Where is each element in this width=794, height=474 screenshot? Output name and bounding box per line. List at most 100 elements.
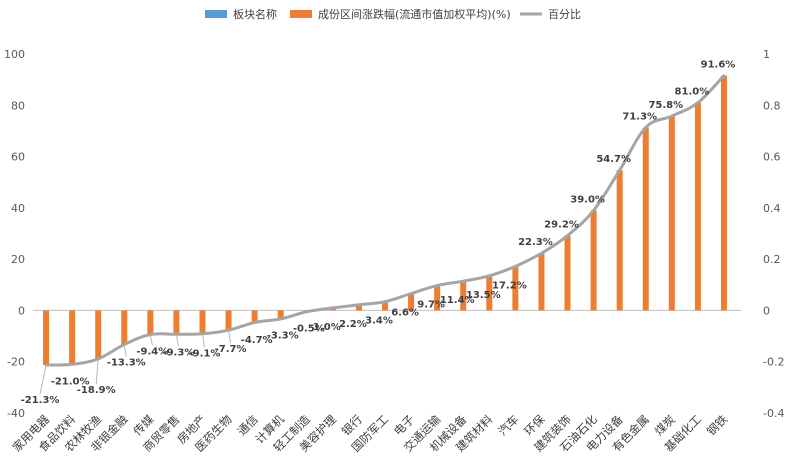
data-label-传媒: -9.4% xyxy=(136,346,168,357)
label-leader-line xyxy=(149,334,153,346)
y-left-tick-label: -40 xyxy=(7,407,25,420)
data-label-房地产: -9.1% xyxy=(189,349,221,360)
category-label: 钢铁 xyxy=(704,412,731,439)
category-label: 汽车 xyxy=(495,412,521,438)
bars xyxy=(43,75,727,366)
data-label-建筑材料: 13.5% xyxy=(466,290,501,301)
percent-point-钢铁 xyxy=(722,74,726,77)
percent-point-美容护理 xyxy=(331,306,335,310)
data-label-建筑装饰: 29.2% xyxy=(544,220,579,231)
bar-机械设备 xyxy=(460,281,467,311)
y-right-tick-label: 0.4 xyxy=(763,202,781,215)
percent-point-建筑装饰 xyxy=(566,234,569,237)
bar-建筑材料 xyxy=(486,275,493,311)
data-label-电力设备: 54.7% xyxy=(596,154,631,165)
percent-point-建筑材料 xyxy=(488,274,491,278)
data-label-石油石化: 39.0% xyxy=(570,194,605,205)
percent-point-机械设备 xyxy=(462,279,465,283)
percent-point-石油石化 xyxy=(592,209,595,212)
bar-基础化工 xyxy=(694,102,701,311)
y-left-tick-label: -20 xyxy=(7,356,25,369)
bar-农林牧渔 xyxy=(95,310,102,359)
legend-label: 板块名称 xyxy=(233,7,277,21)
label-leader-line xyxy=(228,330,231,343)
bar-有色金属 xyxy=(642,127,649,311)
label-leader-line xyxy=(39,364,47,395)
y-left-tick-label: 60 xyxy=(11,151,25,164)
data-labels: -21.3%-21.0%-18.9%-13.3%-9.4%-9.3%-9.1%-… xyxy=(21,60,736,407)
data-label-机械设备: 11.4% xyxy=(440,295,475,306)
label-leader-line xyxy=(123,344,127,357)
percent-point-有色金属 xyxy=(644,126,647,129)
y-left-tick-label: 20 xyxy=(11,253,25,266)
data-label-家用电器: -21.3% xyxy=(21,395,60,406)
data-label-钢铁: 91.6% xyxy=(701,60,736,71)
data-label-农林牧渔: -18.9% xyxy=(77,385,116,396)
percent-point-电子 xyxy=(409,292,413,295)
data-label-商贸零售: -9.3% xyxy=(162,347,194,358)
percent-point-汽车 xyxy=(514,265,517,268)
percent-point-房地产 xyxy=(201,332,204,335)
bar-石油石化 xyxy=(590,210,597,311)
percent-point-农林牧渔 xyxy=(96,357,100,361)
y-right-tick-label: 1 xyxy=(763,48,770,61)
y-left-tick-label: 40 xyxy=(11,202,25,215)
bar-煤炭 xyxy=(668,116,675,311)
percent-point-交通运输 xyxy=(435,284,439,287)
data-label-国防军工: 3.4% xyxy=(365,316,393,327)
bar-医药生物 xyxy=(225,310,232,331)
data-label-基础化工: 81.0% xyxy=(675,87,710,98)
bar-交通运输 xyxy=(434,285,441,311)
y-left-tick-label: 80 xyxy=(11,99,25,112)
data-label-非银金融: -13.3% xyxy=(107,358,146,369)
data-label-煤炭: 75.8% xyxy=(648,100,683,111)
data-label-通信: -4.7% xyxy=(241,335,273,346)
bar-非银金融 xyxy=(121,310,128,345)
bar-银行 xyxy=(355,304,362,311)
legend: 板块名称 成份区间涨跌幅(流通市值加权平均)(%) 百分比 xyxy=(205,7,581,21)
percent-point-环保 xyxy=(540,252,543,255)
legend-swatch-bar xyxy=(290,10,312,18)
y-right-tick-label: 0.2 xyxy=(763,253,781,266)
bar-传媒 xyxy=(147,310,154,335)
data-label-汽车: 17.2% xyxy=(492,280,527,291)
bar-食品饮料 xyxy=(69,310,76,365)
percent-point-通信 xyxy=(253,321,256,324)
y-right-tick-label: -0.2 xyxy=(763,356,784,369)
label-leader-line xyxy=(202,333,205,348)
data-label-环保: 22.3% xyxy=(518,237,553,248)
percent-point-轻工制造 xyxy=(305,310,308,313)
y-right-tick-label: -0.4 xyxy=(763,407,784,420)
bar-计算机 xyxy=(277,310,284,319)
bar-房地产 xyxy=(199,310,206,334)
percent-point-银行 xyxy=(357,303,361,306)
legend-label: 百分比 xyxy=(548,8,581,21)
bar-环保 xyxy=(538,253,545,311)
percent-point-食品饮料 xyxy=(70,363,74,366)
data-label-交通运输: 9.7% xyxy=(417,300,445,311)
y-right-tick-label: 0.8 xyxy=(763,99,781,112)
bar-国防军工 xyxy=(382,301,388,311)
bar-建筑装饰 xyxy=(564,235,571,311)
percent-point-电力设备 xyxy=(618,168,621,172)
data-label-医药生物: -7.7% xyxy=(215,344,247,355)
data-label-轻工制造: -0.5% xyxy=(293,324,325,335)
legend-swatch-bar xyxy=(205,10,227,18)
y-right-tick-label: 0.6 xyxy=(763,151,781,164)
data-label-电子: 6.6% xyxy=(391,308,419,319)
data-label-有色金属: 71.3% xyxy=(622,112,657,123)
y-left-tick-label: 100 xyxy=(4,48,25,61)
percent-point-基础化工 xyxy=(696,101,700,104)
label-leader-line xyxy=(176,334,179,347)
bar-家用电器 xyxy=(43,310,50,366)
data-label-食品饮料: -21.0% xyxy=(51,376,90,387)
bar-汽车 xyxy=(512,266,519,311)
percent-point-国防军工 xyxy=(383,300,387,303)
data-label-计算机: -3.3% xyxy=(267,331,299,342)
y-right-tick-label: 0 xyxy=(763,304,770,317)
bar-钢铁 xyxy=(720,75,727,311)
bar-通信 xyxy=(251,310,258,323)
